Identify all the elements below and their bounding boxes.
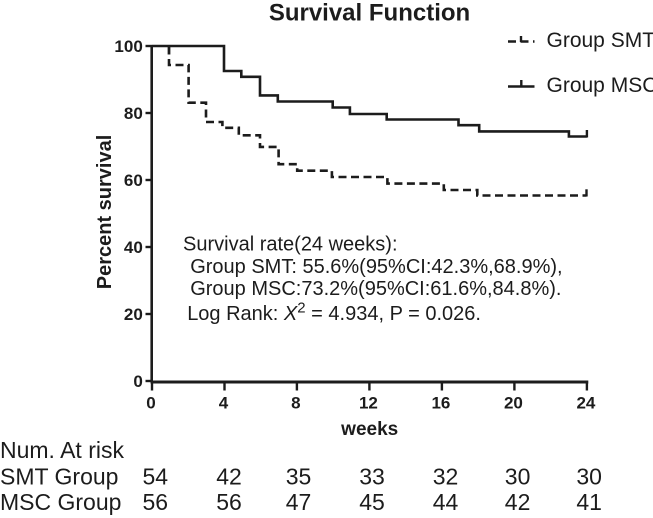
svg-text:100: 100 xyxy=(114,37,142,56)
svg-text:30: 30 xyxy=(505,464,531,490)
svg-text:0: 0 xyxy=(146,394,155,413)
svg-text:Log Rank: X2 = 4.934, P = 0.02: Log Rank: X2 = 4.934, P = 0.026. xyxy=(187,300,481,326)
svg-text:44: 44 xyxy=(433,489,459,515)
svg-text:Percent survival: Percent survival xyxy=(94,135,116,290)
svg-text:24: 24 xyxy=(576,394,595,413)
svg-text:weeks: weeks xyxy=(340,419,398,440)
svg-text:Group SMT: Group SMT xyxy=(547,29,653,52)
svg-text:35: 35 xyxy=(286,464,312,490)
svg-text:Group SMT: 55.6%(95%CI:42.3%,6: Group SMT: 55.6%(95%CI:42.3%,68.9%), xyxy=(190,256,562,278)
svg-text:56: 56 xyxy=(143,489,169,515)
svg-text:12: 12 xyxy=(359,394,378,413)
svg-text:20: 20 xyxy=(124,305,143,324)
svg-text:Num. At risk: Num. At risk xyxy=(0,437,124,463)
svg-text:Survival rate(24 weeks):: Survival rate(24 weeks): xyxy=(183,234,398,256)
svg-text:0: 0 xyxy=(133,372,142,391)
svg-text:MSC Group: MSC Group xyxy=(0,489,121,515)
svg-text:40: 40 xyxy=(124,238,143,257)
svg-text:20: 20 xyxy=(504,394,523,413)
svg-text:47: 47 xyxy=(286,489,312,515)
svg-text:Survival Function: Survival Function xyxy=(269,0,470,27)
svg-text:4: 4 xyxy=(219,394,229,413)
svg-text:54: 54 xyxy=(143,464,169,490)
svg-text:80: 80 xyxy=(124,104,143,123)
svg-text:30: 30 xyxy=(576,464,602,490)
svg-text:33: 33 xyxy=(359,464,385,490)
svg-text:32: 32 xyxy=(433,464,459,490)
svg-text:42: 42 xyxy=(216,464,242,490)
svg-text:60: 60 xyxy=(124,171,143,190)
svg-text:SMT Group: SMT Group xyxy=(0,464,118,490)
svg-text:56: 56 xyxy=(216,489,242,515)
svg-text:42: 42 xyxy=(505,489,531,515)
svg-text:16: 16 xyxy=(431,394,450,413)
svg-text:Group MSC: Group MSC xyxy=(547,74,653,97)
svg-text:45: 45 xyxy=(359,489,385,515)
svg-text:8: 8 xyxy=(291,394,300,413)
svg-text:Group MSC:73.2%(95%CI:61.6%,84: Group MSC:73.2%(95%CI:61.6%,84.8%). xyxy=(190,278,561,300)
svg-text:41: 41 xyxy=(576,489,602,515)
